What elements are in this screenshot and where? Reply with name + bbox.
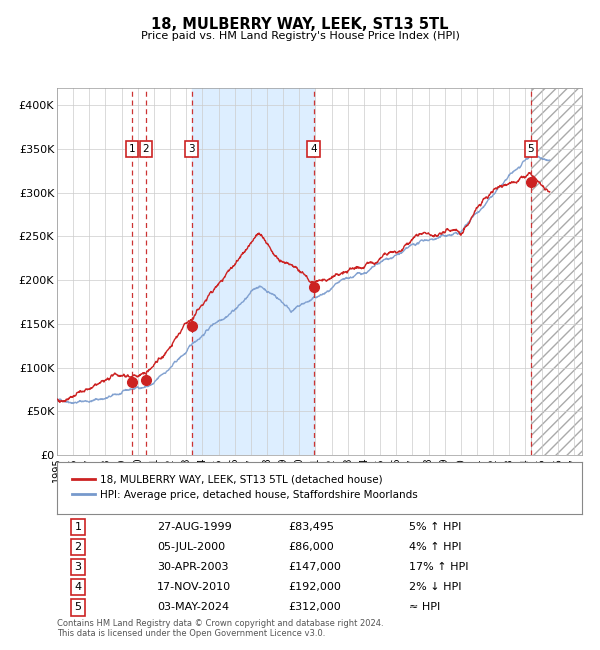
Text: 27-AUG-1999: 27-AUG-1999 bbox=[157, 522, 232, 532]
Text: 2: 2 bbox=[74, 542, 82, 552]
Text: 5: 5 bbox=[74, 603, 82, 612]
Text: Price paid vs. HM Land Registry's House Price Index (HPI): Price paid vs. HM Land Registry's House … bbox=[140, 31, 460, 41]
Text: 4% ↑ HPI: 4% ↑ HPI bbox=[409, 542, 461, 552]
Text: This data is licensed under the Open Government Licence v3.0.: This data is licensed under the Open Gov… bbox=[57, 629, 325, 638]
Bar bbox=[531, 88, 582, 455]
Text: 18, MULBERRY WAY, LEEK, ST13 5TL: 18, MULBERRY WAY, LEEK, ST13 5TL bbox=[151, 17, 449, 32]
Text: 1: 1 bbox=[74, 522, 82, 532]
Text: ≈ HPI: ≈ HPI bbox=[409, 603, 440, 612]
Text: 3: 3 bbox=[188, 144, 195, 154]
Text: 3: 3 bbox=[74, 562, 82, 572]
Text: 5: 5 bbox=[527, 144, 534, 154]
Bar bbox=[191, 88, 314, 455]
Text: Contains HM Land Registry data © Crown copyright and database right 2024.: Contains HM Land Registry data © Crown c… bbox=[57, 619, 383, 628]
Text: 2: 2 bbox=[143, 144, 149, 154]
Text: 4: 4 bbox=[310, 144, 317, 154]
Text: 17-NOV-2010: 17-NOV-2010 bbox=[157, 582, 231, 592]
Text: 4: 4 bbox=[74, 582, 82, 592]
Text: 17% ↑ HPI: 17% ↑ HPI bbox=[409, 562, 468, 572]
Text: £86,000: £86,000 bbox=[288, 542, 334, 552]
Text: £83,495: £83,495 bbox=[288, 522, 334, 532]
Text: £312,000: £312,000 bbox=[288, 603, 341, 612]
Text: £192,000: £192,000 bbox=[288, 582, 341, 592]
Text: £147,000: £147,000 bbox=[288, 562, 341, 572]
Text: 03-MAY-2024: 03-MAY-2024 bbox=[157, 603, 229, 612]
Text: 5% ↑ HPI: 5% ↑ HPI bbox=[409, 522, 461, 532]
Text: 05-JUL-2000: 05-JUL-2000 bbox=[157, 542, 225, 552]
Text: 1: 1 bbox=[129, 144, 136, 154]
Legend: 18, MULBERRY WAY, LEEK, ST13 5TL (detached house), HPI: Average price, detached : 18, MULBERRY WAY, LEEK, ST13 5TL (detach… bbox=[67, 471, 422, 504]
Text: 2% ↓ HPI: 2% ↓ HPI bbox=[409, 582, 461, 592]
Text: 30-APR-2003: 30-APR-2003 bbox=[157, 562, 228, 572]
